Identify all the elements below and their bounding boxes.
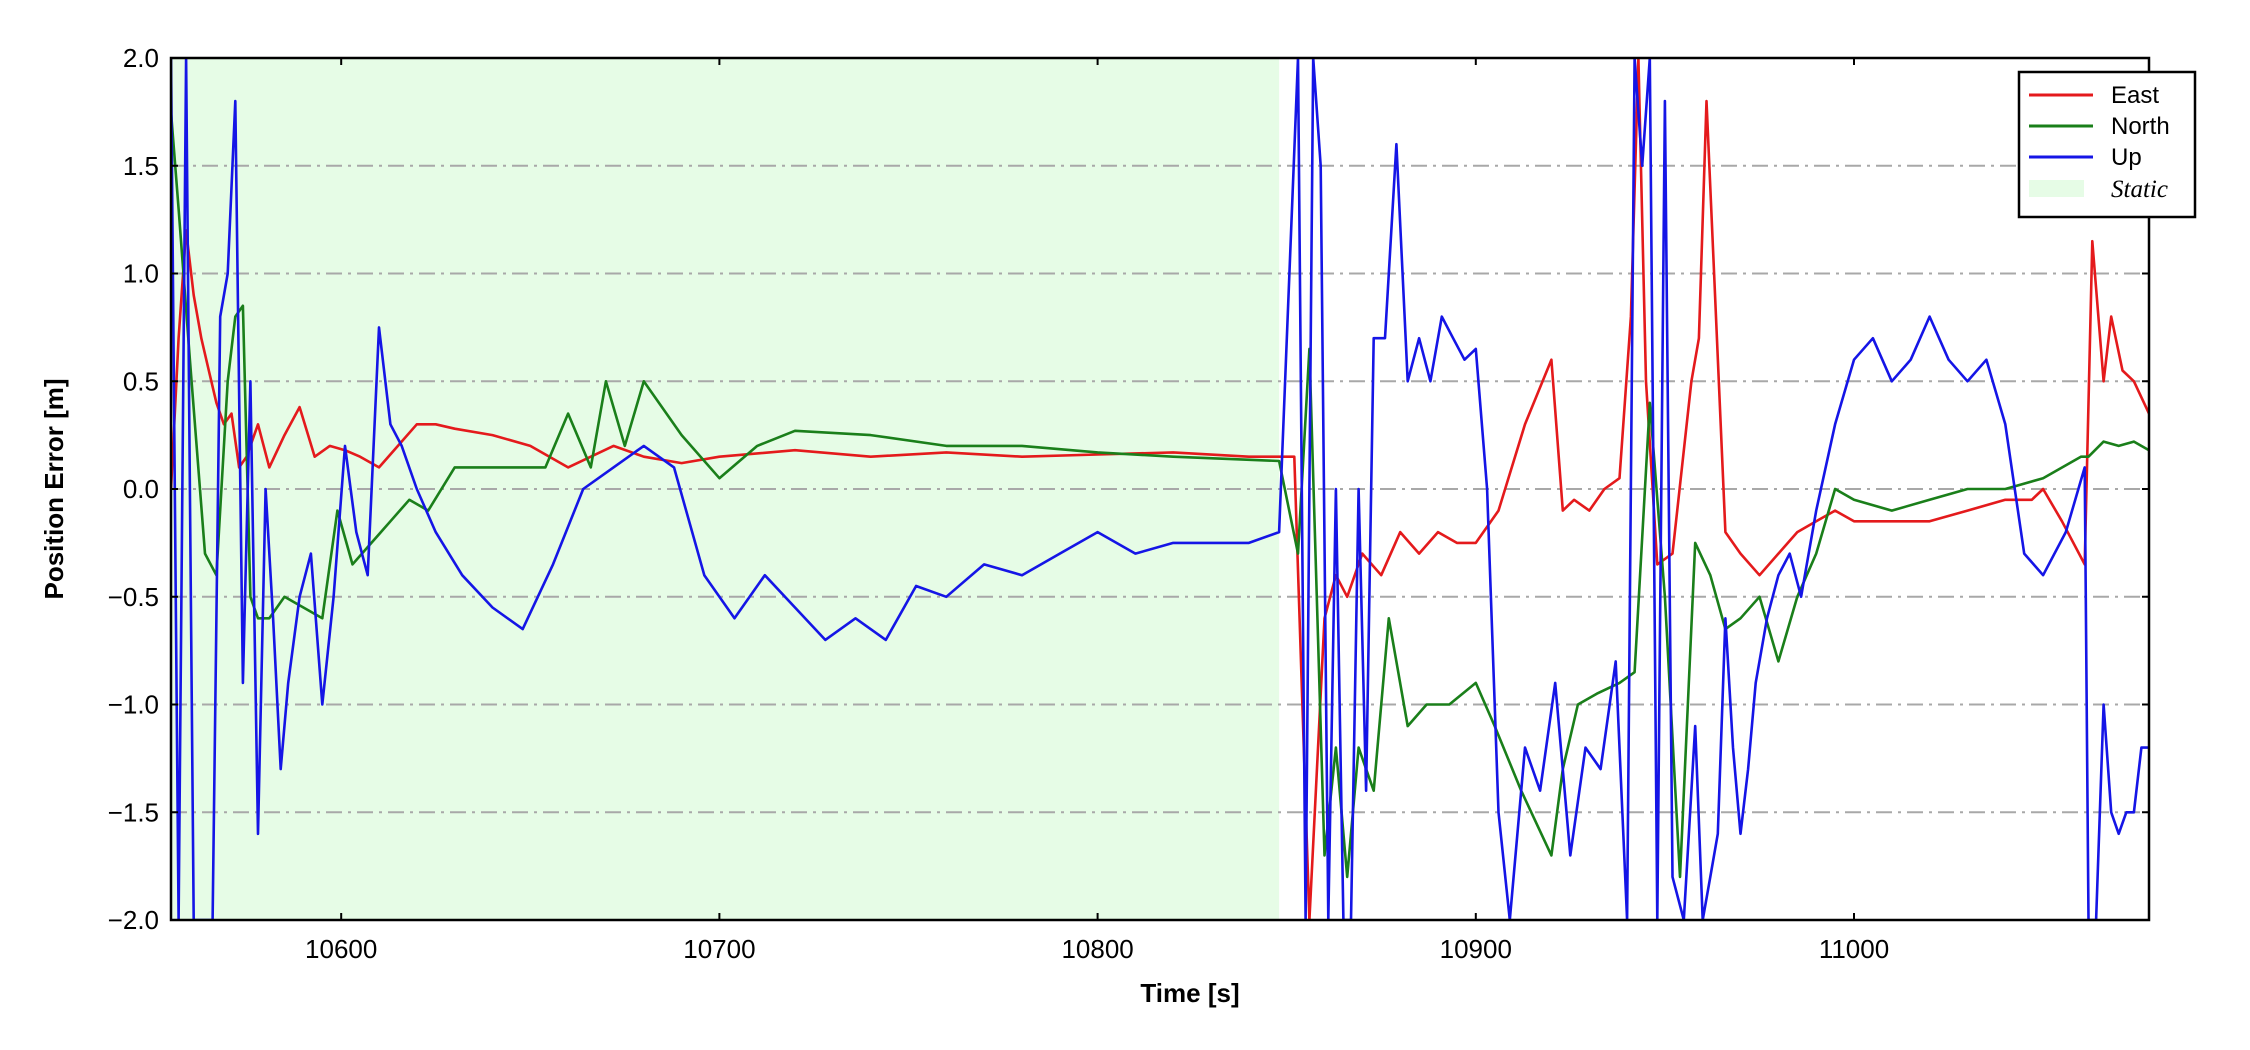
series-line-up: [171, 58, 2149, 920]
legend-up-label: Up: [2111, 144, 2142, 171]
y-tick-label: 1.0: [123, 259, 159, 289]
legend-static-label: Static: [2111, 176, 2168, 203]
y-tick-label: 0.5: [123, 366, 159, 396]
x-tick-label: 10600: [305, 934, 377, 964]
y-tick-label: 2.0: [123, 43, 159, 73]
legend: East North Up Static: [2017, 70, 2197, 219]
grid-lines: [171, 164, 2149, 814]
series-layer: [171, 58, 2149, 920]
y-tick-label: −0.5: [108, 582, 159, 612]
legend-east-label: East: [2111, 82, 2159, 109]
x-tick-label: 10800: [1061, 934, 1133, 964]
x-tick-label: 11000: [1819, 934, 1889, 964]
y-tick-label: −1.0: [108, 690, 159, 720]
y-axis-label: Position Error [m]: [39, 378, 69, 599]
y-tick-label: −2.0: [108, 905, 159, 935]
x-tick-label: 10700: [683, 934, 755, 964]
y-tick-label: 0.0: [123, 474, 159, 504]
y-tick-label: −1.5: [108, 797, 159, 827]
x-tick-label: 10900: [1440, 934, 1512, 964]
y-tick-label: 1.5: [123, 151, 159, 181]
legend-static-swatch: [2029, 180, 2084, 197]
series-line-east: [171, 58, 2149, 920]
x-axis-label: Time [s]: [1140, 978, 1239, 1008]
legend-north-label: North: [2111, 113, 2170, 140]
axis-ticks: 2.0 1.5 1.0 0.5 0.0 −0.5 −1.0 −1.5 −2.0 10600 1070…: [108, 43, 2149, 964]
